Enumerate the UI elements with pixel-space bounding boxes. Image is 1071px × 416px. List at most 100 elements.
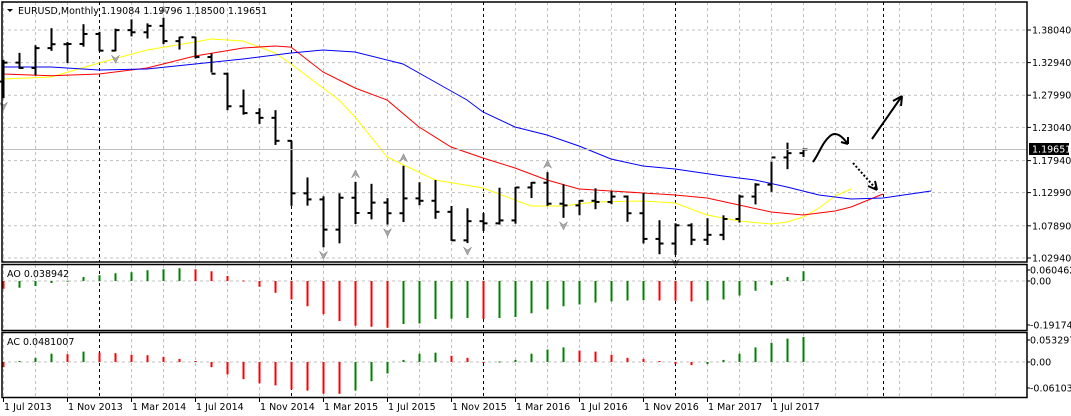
ohlc-bar	[351, 181, 360, 224]
ac-pane-axis-label: 0.00	[1030, 358, 1051, 369]
ac-bar	[786, 338, 789, 362]
ac-bar	[642, 358, 645, 362]
ohlc-bar	[751, 183, 760, 205]
time-axis[interactable]: 1 Jul 2013 1 Nov 2013 1 Mar 2014 1 Jul 2014…	[3, 397, 820, 413]
ao-bar	[434, 281, 437, 319]
ac-bar	[450, 355, 453, 362]
price-label: 1.38040	[1032, 26, 1071, 37]
ac-bar	[498, 361, 501, 363]
ao-bar	[690, 281, 693, 302]
ohlc-bar	[687, 223, 696, 246]
ac-pane[interactable]	[1, 331, 1028, 399]
ao-histogram	[2, 268, 805, 328]
fractal-markers	[0, 5, 680, 268]
ac-bar	[274, 362, 277, 386]
ohlc-bar	[303, 177, 312, 206]
fractal-down-arrow-icon	[383, 228, 392, 238]
dotted-arrow-icon[interactable]	[852, 162, 878, 191]
ao-bar	[178, 268, 181, 281]
ac-bar	[770, 342, 773, 362]
ao-bar	[418, 281, 421, 324]
ao-pane-axis-label: 0.00	[1030, 277, 1051, 288]
ao-bar	[402, 281, 405, 324]
ohlc-bar	[431, 179, 440, 219]
ac-bar	[130, 354, 133, 362]
curved-arrow-icon[interactable]	[812, 133, 849, 163]
time-label: 1 Jul 2017	[772, 402, 820, 413]
ac-bar	[322, 362, 325, 394]
ac-bar	[626, 357, 629, 362]
ac-bar	[18, 360, 21, 362]
ac-bar	[578, 350, 581, 362]
ac-bar	[290, 362, 293, 390]
main-pane[interactable]	[1, 1, 1028, 263]
ao-bar	[114, 273, 117, 281]
up-arrow-icon[interactable]	[871, 95, 903, 140]
ac-bar	[338, 362, 341, 394]
ao-bar	[530, 281, 533, 314]
ac-bar	[514, 359, 517, 362]
ac-bar	[562, 347, 565, 362]
indicator-axes: 0.0604620.00-0.1917450.05329780.00-0.061…	[1027, 266, 1071, 395]
price-axis[interactable]: 1.38040 1.32940 1.27990 1.23040 1.17940 1.129…	[1027, 26, 1071, 265]
ac-bar	[194, 360, 197, 362]
triangle-down-icon[interactable]	[7, 9, 13, 12]
ao-bar	[66, 280, 69, 282]
ohlc-bar	[239, 89, 248, 115]
ao-bar	[578, 281, 581, 305]
time-label: 1 Nov 2014	[260, 402, 315, 413]
ac-bar	[386, 362, 389, 374]
ao-bar	[98, 275, 101, 281]
ohlc-bar	[15, 52, 24, 69]
ac-bar	[178, 358, 181, 362]
ac-bar	[306, 362, 309, 391]
time-label: 1 Mar 2014	[132, 402, 186, 413]
ohlc-bar	[479, 213, 488, 231]
ac-bar	[658, 360, 661, 362]
time-label: 1 Mar 2015	[324, 402, 378, 413]
ohlc-bar	[527, 181, 536, 199]
ohlc-bar	[719, 215, 728, 241]
ohlc-bar	[783, 142, 792, 170]
price-label: 1.17940	[1032, 156, 1071, 167]
ac-pane-axis-label: 0.0532978	[1030, 336, 1071, 347]
ac-bar	[706, 362, 709, 365]
ao-bar	[562, 281, 565, 307]
fractal-up-arrow-icon	[399, 153, 408, 162]
ao-bar	[498, 281, 501, 318]
price-label: 1.32940	[1032, 58, 1071, 69]
ao-bar	[514, 281, 517, 317]
ao-bar	[450, 281, 453, 319]
ohlc-bar	[223, 72, 232, 111]
ao-bar	[706, 281, 709, 301]
ao-label: AO 0.038942	[7, 269, 69, 280]
ao-bar	[130, 272, 133, 281]
dotted-arrow-head-icon	[867, 180, 878, 191]
ohlc-bar	[495, 187, 504, 225]
ohlc-bar	[95, 31, 104, 52]
drawn-arrows[interactable]	[812, 95, 903, 191]
symbol-timeframe: EURUSD,Monthly	[18, 6, 99, 17]
price-label: 1.02940	[1032, 254, 1071, 265]
ohlc-bar	[463, 208, 472, 244]
current-price-label: 1.19651	[1032, 145, 1071, 156]
ao-bar	[802, 271, 805, 281]
ac-bar	[258, 362, 261, 384]
ohlc-bar	[575, 199, 584, 216]
ohlc-bar	[191, 36, 200, 59]
alligator-jaw-line	[3, 49, 932, 200]
ohlc-bar	[399, 165, 408, 223]
ac-bar	[146, 355, 149, 362]
ao-bar	[610, 281, 613, 302]
ohlc-bar	[543, 172, 552, 206]
ac-bar	[594, 351, 597, 362]
fractal-down-arrow-icon	[559, 221, 568, 231]
ao-pane[interactable]	[1, 263, 1028, 332]
ao-bar	[162, 269, 165, 281]
ac-bar	[370, 362, 373, 382]
ac-bar	[674, 362, 677, 365]
price-label: 1.07890	[1032, 221, 1071, 232]
time-label: 1 Mar 2016	[516, 402, 570, 413]
ohlc-bar	[79, 24, 88, 47]
